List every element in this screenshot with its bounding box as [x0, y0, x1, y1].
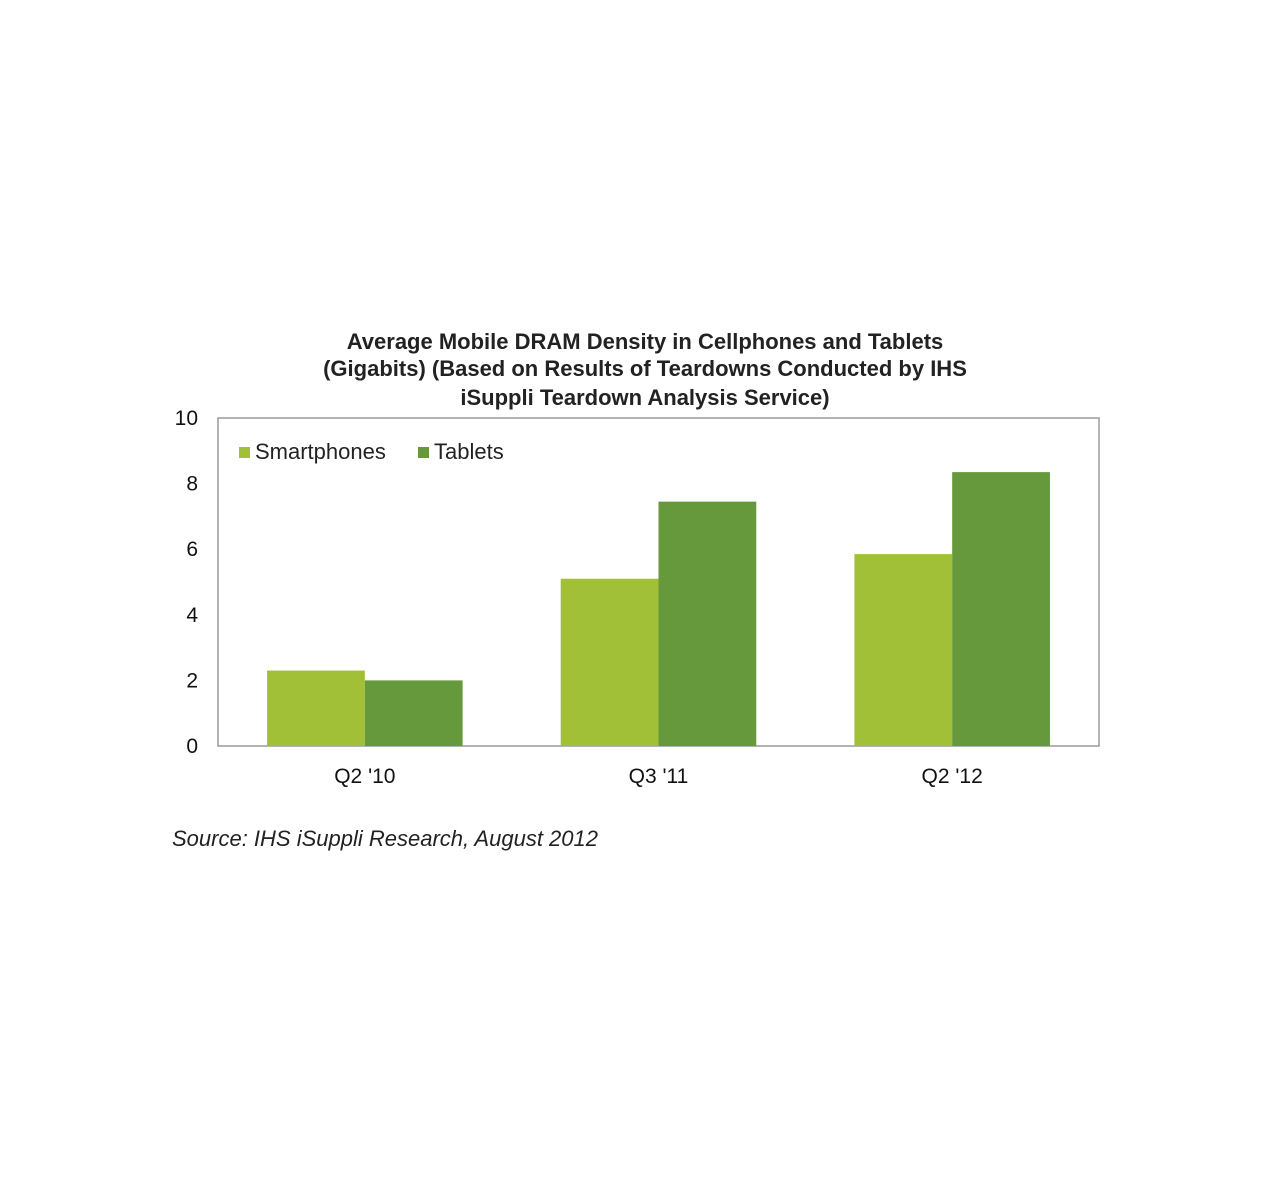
y-tick-label: 10	[175, 407, 198, 430]
source-note: Source: IHS iSuppli Research, August 201…	[172, 826, 598, 851]
legend-swatch-tablets	[418, 447, 429, 458]
y-axis: 0 2 4 6 8 10	[175, 407, 199, 758]
y-tick-label: 6	[186, 538, 198, 561]
bar-tablets-1	[658, 501, 757, 746]
chart-title-line-3: iSuppli Teardown Analysis Service)	[460, 385, 829, 410]
y-tick-label: 8	[186, 473, 198, 496]
bar-smartphones-2	[854, 554, 953, 746]
chart-title-line-1: Average Mobile DRAM Density in Cellphone…	[347, 329, 944, 354]
bar-smartphones-1	[560, 578, 659, 746]
x-tick-label: Q2 '12	[922, 765, 983, 788]
legend-label-tablets: Tablets	[434, 439, 504, 464]
bars	[267, 472, 1050, 746]
bar-smartphones-0	[267, 670, 365, 746]
bar-tablets-0	[364, 680, 463, 746]
bar-tablets-2	[952, 472, 1050, 746]
y-tick-label: 0	[186, 735, 198, 758]
x-tick-label: Q2 '10	[334, 765, 395, 788]
x-tick-label: Q3 '11	[629, 765, 689, 788]
chart-title-line-2: (Gigabits) (Based on Results of Teardown…	[323, 356, 967, 381]
chart-title: Average Mobile DRAM Density in Cellphone…	[323, 329, 967, 410]
y-tick-label: 4	[186, 604, 198, 627]
x-axis: Q2 '10 Q3 '11 Q2 '12	[334, 765, 983, 788]
legend-label-smartphones: Smartphones	[255, 439, 386, 464]
y-tick-label: 2	[186, 669, 198, 692]
legend-swatch-smartphones	[239, 447, 250, 458]
legend: Smartphones Tablets	[239, 439, 504, 464]
